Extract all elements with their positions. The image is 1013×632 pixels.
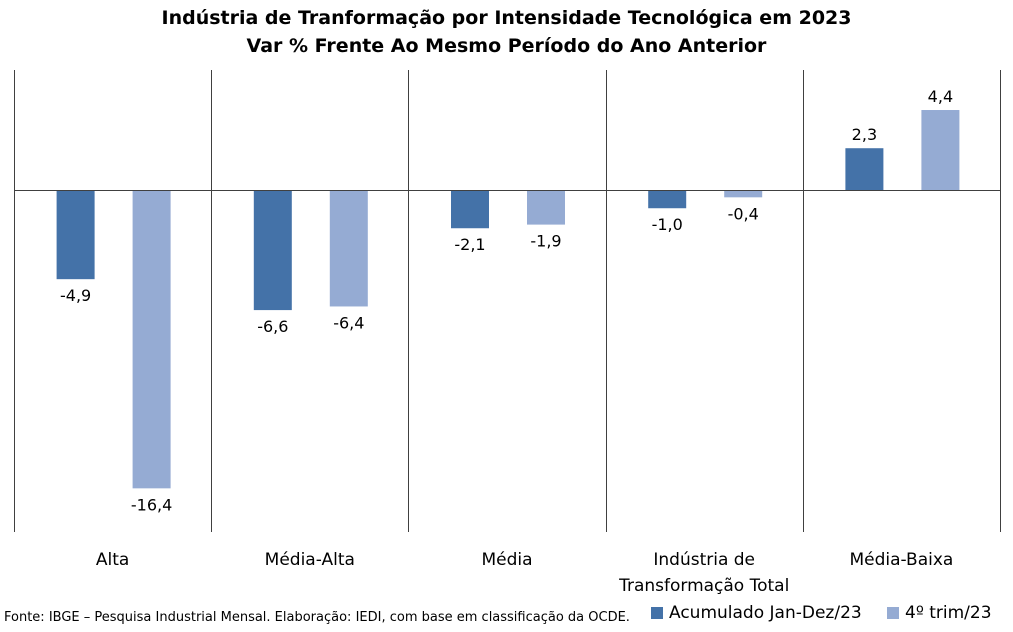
source-note: Fonte: IBGE – Pesquisa Industrial Mensal… [4,610,630,625]
category-label: Média [481,550,532,570]
data-label: -6,6 [257,317,288,336]
bar-accumulated [648,190,687,209]
data-label: -16,4 [131,495,172,514]
bar-quarter [132,190,171,489]
bar-quarter [527,190,565,225]
bar-quarter [329,190,368,307]
bar-quarter [921,110,960,191]
data-label: -1,9 [530,232,561,251]
category-label: Média-Alta [265,550,355,570]
bar-accumulated [845,148,884,191]
data-label: -1,0 [652,215,683,234]
category-label: Indústria de [653,550,755,570]
data-label: -2,1 [454,235,485,254]
data-label: -6,4 [333,313,364,332]
bar-accumulated [451,190,489,229]
category-label: Transformação Total [618,576,789,596]
category-label: Média-Baixa [849,550,953,570]
category-label: Alta [96,550,129,570]
bar-quarter [724,190,763,198]
data-label: 2,3 [852,125,877,144]
chart-title: Indústria de Tranformação por Intensidad… [161,7,852,29]
legend-item-accumulated: Acumulado Jan-Dez/23 [651,603,862,623]
bar-accumulated [253,190,292,311]
legend-label-accumulated: Acumulado Jan-Dez/23 [669,603,862,623]
data-label: -0,4 [728,204,759,223]
chart-subtitle: Var % Frente Ao Mesmo Período do Ano Ant… [246,35,767,57]
legend-label-quarter: 4º trim/23 [905,603,992,623]
legend-swatch-accumulated [651,607,663,619]
bar-chart: -4,9 -6,6 -2,1 -1,0 2,3 -16,4 -6,4 -1,9 -0,4 4,4 A… [14,70,1001,596]
data-label: -4,9 [60,286,91,305]
legend-swatch-quarter [887,607,899,619]
data-label: 4,4 [928,87,953,106]
bar-accumulated [56,190,95,280]
legend-item-quarter: 4º trim/23 [887,603,992,623]
